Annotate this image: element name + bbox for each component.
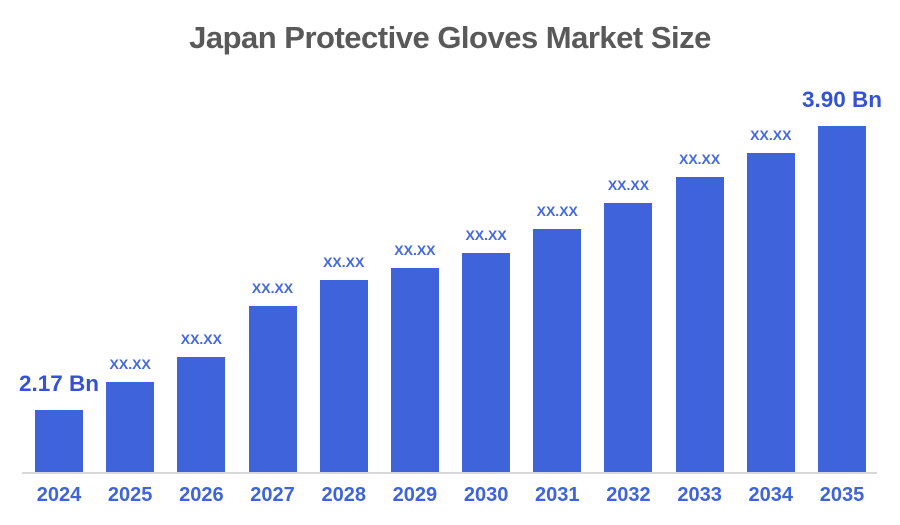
bar-value-label-2029: XX.XX (394, 242, 436, 258)
bar-value-label-2034: XX.XX (750, 127, 792, 143)
bar-2034 (746, 153, 795, 472)
bar-value-label-2035: 3.90 Bn (801, 87, 882, 112)
bar-2028 (319, 280, 368, 472)
x-axis-label-2030: 2030 (463, 484, 509, 506)
bar-value-label-2032: XX.XX (607, 177, 650, 193)
bar-value-label-2028: XX.XX (323, 254, 365, 270)
x-axis-label-2025: 2025 (107, 484, 153, 506)
bar-2030 (462, 253, 511, 472)
bar-2025 (106, 382, 155, 472)
bar-value-label-2024: 2.17 Bn (18, 371, 100, 396)
bar-2031 (533, 229, 582, 472)
bar-2033 (675, 177, 724, 472)
bar-value-label-2025: XX.XX (109, 356, 151, 372)
chart-title: Japan Protective Gloves Market Size (189, 20, 711, 55)
x-axis-label-2035: 2035 (819, 484, 865, 506)
x-axis-label-2029: 2029 (392, 484, 438, 506)
bar-2035 (817, 126, 866, 472)
bar-value-label-2026: XX.XX (180, 331, 222, 347)
bar-2027 (248, 306, 297, 472)
x-axis-label-2031: 2031 (535, 484, 580, 506)
x-axis-label-2032: 2032 (606, 484, 651, 506)
bar-value-label-2031: XX.XX (536, 203, 578, 219)
x-axis-label-2027: 2027 (250, 484, 295, 506)
bar-2026 (177, 357, 226, 472)
bar-value-label-2030: XX.XX (465, 227, 507, 243)
bar-2032 (604, 203, 653, 472)
bar-2029 (390, 268, 439, 472)
x-axis-label-2033: 2033 (677, 484, 722, 506)
x-axis-line (22, 472, 877, 474)
x-axis-label-2024: 2024 (36, 484, 82, 506)
bar-value-label-2033: XX.XX (678, 151, 721, 167)
bar-2024 (35, 410, 83, 472)
x-axis-label-2034: 2034 (748, 484, 794, 506)
bar-value-label-2027: XX.XX (251, 280, 294, 296)
x-axis-label-2026: 2026 (179, 484, 224, 506)
x-axis-label-2028: 2028 (321, 484, 366, 506)
